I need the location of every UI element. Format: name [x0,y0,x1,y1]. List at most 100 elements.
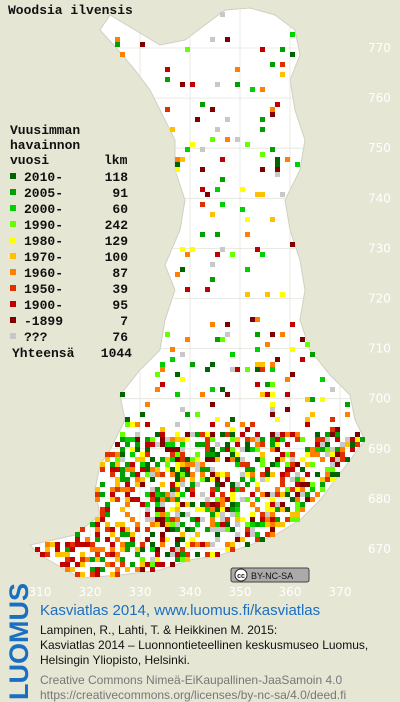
occurrence-square [335,432,340,437]
occurrence-square [190,472,195,477]
occurrence-square [155,547,160,552]
occurrence-square [255,362,260,367]
occurrence-square [225,527,230,532]
occurrence-square [125,487,130,492]
occurrence-square [105,507,110,512]
occurrence-square [110,542,115,547]
occurrence-square [230,527,235,532]
occurrence-square [170,347,175,352]
northing-label: 720 [368,292,391,306]
occurrence-square [200,492,205,497]
occurrence-square [315,472,320,477]
occurrence-square [320,447,325,452]
occurrence-square [210,487,215,492]
occurrence-square [155,472,160,477]
legend-swatch [10,333,16,339]
occurrence-square [220,177,225,182]
occurrence-square [245,532,250,537]
occurrence-square [220,497,225,502]
occurrence-square [135,457,140,462]
occurrence-square [255,532,260,537]
badge-cc: cc [237,573,245,580]
occurrence-square [190,82,195,87]
occurrence-square [270,522,275,527]
occurrence-square [180,477,185,482]
occurrence-square [95,552,100,557]
occurrence-square [290,452,295,457]
occurrence-square [260,362,265,367]
occurrence-square [230,452,235,457]
occurrence-square [280,437,285,442]
occurrence-square [275,462,280,467]
occurrence-square [160,542,165,547]
occurrence-square [185,252,190,257]
occurrence-square [300,507,305,512]
occurrence-square [120,547,125,552]
occurrence-square [120,487,125,492]
occurrence-square [140,477,145,482]
occurrence-square [310,447,315,452]
occurrence-square [260,167,265,172]
occurrence-square [135,477,140,482]
occurrence-square [290,32,295,37]
occurrence-square [210,137,215,142]
atlas-link[interactable]: Kasviatlas 2014, www.luomus.fi/kasviatla… [40,602,320,619]
northing-label: 680 [368,492,391,506]
occurrence-square [290,512,295,517]
occurrence-square [220,202,225,207]
occurrence-square [80,552,85,557]
occurrence-square [280,432,285,437]
occurrence-square [175,432,180,437]
occurrence-square [170,522,175,527]
occurrence-square [245,467,250,472]
occurrence-square [175,457,180,462]
occurrence-square [120,432,125,437]
occurrence-square [205,452,210,457]
occurrence-square [75,572,80,577]
easting-label: 330 [129,585,152,599]
occurrence-square [260,192,265,197]
occurrence-square [235,67,240,72]
occurrence-square [195,462,200,467]
occurrence-square [215,507,220,512]
occurrence-square [115,567,120,572]
occurrence-square [245,142,250,147]
northing-label: 770 [368,41,391,55]
occurrence-square [290,457,295,462]
occurrence-square [300,502,305,507]
occurrence-square [340,452,345,457]
occurrence-square [345,437,350,442]
occurrence-square [240,187,245,192]
occurrence-square [170,357,175,362]
occurrence-square [135,472,140,477]
occurrence-square [230,352,235,357]
occurrence-square [190,462,195,467]
occurrence-square [215,472,220,477]
occurrence-square [175,472,180,477]
occurrence-square [220,507,225,512]
occurrence-square [295,437,300,442]
northing-label: 700 [368,392,391,406]
occurrence-square [190,537,195,542]
occurrence-square [130,562,135,567]
occurrence-square [210,422,215,427]
occurrence-square [190,492,195,497]
occurrence-square [200,167,205,172]
occurrence-square [135,527,140,532]
occurrence-square [280,457,285,462]
occurrence-square [255,497,260,502]
occurrence-square [210,37,215,42]
legend-label: 2010- [24,170,63,185]
occurrence-square [270,362,275,367]
occurrence-square [65,557,70,562]
occurrence-square [155,462,160,467]
occurrence-square [265,507,270,512]
occurrence-square [205,447,210,452]
occurrence-square [150,557,155,562]
occurrence-square [225,517,230,522]
occurrence-square [275,432,280,437]
occurrence-square [65,542,70,547]
occurrence-square [145,467,150,472]
occurrence-square [295,482,300,487]
